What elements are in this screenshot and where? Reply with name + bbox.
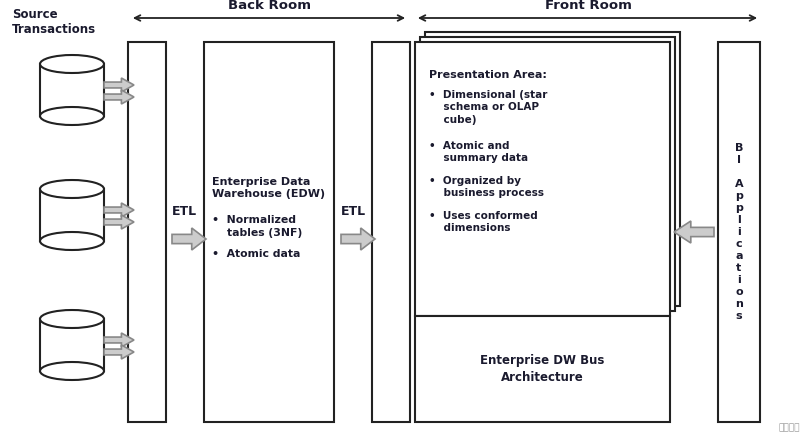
Text: Front Room: Front Room [544, 0, 632, 12]
Bar [415, 42, 670, 316]
Polygon shape [341, 228, 375, 250]
Polygon shape [104, 90, 134, 104]
Text: ETL: ETL [172, 205, 197, 218]
Text: •  Atomic and
    summary data: • Atomic and summary data [429, 141, 528, 163]
Bar [40, 64, 104, 116]
Ellipse shape [40, 362, 104, 380]
Text: •  Atomic data: • Atomic data [212, 249, 301, 259]
Text: Enterprise Data
Warehouse (EDW): Enterprise Data Warehouse (EDW) [212, 177, 325, 199]
Polygon shape [104, 78, 134, 92]
Text: Presentation Area:: Presentation Area: [429, 70, 547, 80]
Text: Enterprise DW Bus
Architecture: Enterprise DW Bus Architecture [480, 354, 605, 384]
Polygon shape [104, 345, 134, 359]
Text: •  Dimensional (star
    schema or OLAP
    cube): • Dimensional (star schema or OLAP cube) [429, 90, 548, 125]
Ellipse shape [40, 55, 104, 73]
Bar [204, 42, 334, 422]
Text: B
I
 
A
p
p
l
i
c
a
t
i
o
n
s: B I A p p l i c a t i o n s [735, 143, 744, 321]
Text: Back Room: Back Room [228, 0, 312, 12]
Ellipse shape [40, 232, 104, 250]
Ellipse shape [40, 180, 104, 198]
Text: •  Organized by
    business process: • Organized by business process [429, 176, 544, 198]
Bar [372, 42, 410, 422]
Polygon shape [104, 215, 134, 229]
Bar [718, 42, 760, 422]
Bar [128, 42, 166, 422]
Bar [420, 37, 675, 311]
Polygon shape [172, 228, 206, 250]
Polygon shape [104, 333, 134, 347]
Polygon shape [674, 221, 714, 243]
Polygon shape [104, 203, 134, 217]
Text: 创新互联: 创新互联 [778, 423, 800, 432]
Bar [425, 32, 680, 306]
Bar [40, 189, 104, 241]
Text: •  Uses conformed
    dimensions: • Uses conformed dimensions [429, 211, 538, 233]
Text: ETL: ETL [340, 205, 365, 218]
Bar [40, 319, 104, 371]
Ellipse shape [40, 310, 104, 328]
Ellipse shape [40, 107, 104, 125]
Text: Source
Transactions: Source Transactions [12, 8, 96, 36]
Bar [415, 316, 670, 422]
Text: •  Normalized
    tables (3NF): • Normalized tables (3NF) [212, 215, 302, 238]
